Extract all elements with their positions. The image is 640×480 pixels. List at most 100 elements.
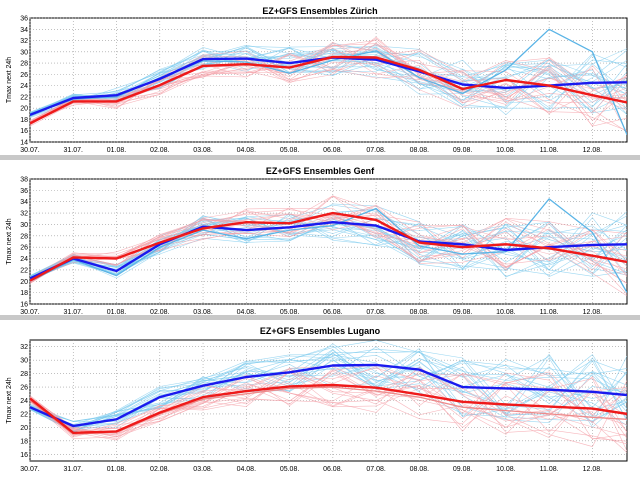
ensemble-member-gfs-line bbox=[30, 356, 627, 430]
ensemble-member-gfs-line bbox=[30, 44, 627, 118]
x-tick-label: 10.08. bbox=[496, 147, 516, 154]
y-tick-label: 14 bbox=[20, 140, 28, 147]
main-run-line bbox=[30, 211, 627, 282]
ensemble-member-gfs-line bbox=[30, 214, 627, 277]
y-tick-label: 26 bbox=[20, 245, 28, 252]
y-tick-label: 36 bbox=[20, 16, 28, 23]
y-axis-label: Tmax next 24h bbox=[6, 57, 13, 103]
x-tick-label: 09.08. bbox=[453, 466, 473, 473]
ensemble-member-gfs-line bbox=[30, 216, 627, 279]
x-tick-label: 02.08. bbox=[150, 309, 170, 316]
x-tick-label: 12.08. bbox=[583, 147, 603, 154]
y-tick-label: 20 bbox=[20, 279, 28, 286]
x-tick-label: 04.08. bbox=[237, 309, 257, 316]
y-tick-label: 24 bbox=[20, 83, 28, 90]
ensemble-member-gfs-line bbox=[30, 346, 627, 425]
plot-area bbox=[29, 17, 628, 143]
y-tick-label: 22 bbox=[20, 411, 28, 418]
series-group bbox=[30, 195, 627, 297]
x-tick-label: 04.08. bbox=[237, 466, 257, 473]
y-tick-label: 26 bbox=[20, 385, 28, 392]
y-tick-label: 22 bbox=[20, 267, 28, 274]
x-tick-label: 30.07. bbox=[20, 147, 40, 154]
chart-title: EZ+GFS Ensembles Zürich bbox=[262, 6, 377, 16]
y-tick-label: 34 bbox=[20, 199, 28, 206]
x-tick-label: 05.08. bbox=[280, 466, 300, 473]
y-tick-label: 18 bbox=[20, 438, 28, 445]
x-tick-label: 03.08. bbox=[193, 309, 213, 316]
x-tick-label: 08.08. bbox=[410, 147, 430, 154]
plot-area bbox=[29, 178, 628, 305]
ensemble-member-ez-line bbox=[30, 195, 627, 283]
y-tick-label: 28 bbox=[20, 371, 28, 378]
x-tick-label: 10.08. bbox=[496, 466, 516, 473]
x-tick-label: 02.08. bbox=[150, 466, 170, 473]
main-run-line bbox=[30, 55, 627, 125]
y-tick-label: 32 bbox=[20, 211, 28, 218]
x-tick-label: 04.08. bbox=[237, 147, 257, 154]
y-tick-label: 16 bbox=[20, 302, 28, 309]
y-tick-label: 34 bbox=[20, 27, 28, 34]
ensemble-member-ez-line bbox=[30, 38, 627, 126]
series-group bbox=[30, 340, 627, 453]
y-axis-label: Tmax next 24h bbox=[6, 218, 13, 264]
y-tick-label: 32 bbox=[20, 344, 28, 351]
y-tick-label: 30 bbox=[20, 222, 28, 229]
x-tick-label: 11.08. bbox=[540, 309, 559, 316]
y-tick-label: 28 bbox=[20, 233, 28, 240]
ensemble-member-gfs-line bbox=[30, 350, 627, 427]
y-tick-label: 38 bbox=[20, 177, 28, 184]
main-run-line bbox=[30, 383, 627, 434]
series-group bbox=[30, 28, 627, 135]
ensemble-member-ez-line bbox=[30, 371, 627, 452]
x-tick-label: 01.08. bbox=[107, 147, 127, 154]
x-tick-label: 12.08. bbox=[583, 466, 603, 473]
x-tick-label: 07.08. bbox=[366, 309, 386, 316]
ensemble-member-gfs-line bbox=[30, 340, 627, 432]
ensemble-member-gfs-line bbox=[30, 355, 627, 433]
x-tick-label: 08.08. bbox=[410, 309, 430, 316]
ensemble-member-ez-line bbox=[30, 48, 627, 133]
y-tick-label: 16 bbox=[20, 452, 28, 459]
x-tick-label: 07.08. bbox=[366, 147, 386, 154]
x-tick-label: 06.08. bbox=[323, 147, 343, 154]
ensemble-member-ez-line bbox=[30, 47, 627, 124]
y-axis-label: Tmax next 24h bbox=[6, 377, 13, 423]
ensemble-member-ez-line bbox=[30, 42, 627, 131]
y-tick-label: 18 bbox=[20, 290, 28, 297]
chart-title: EZ+GFS Ensembles Lugano bbox=[260, 326, 381, 336]
chart-panel: EZ+GFS Ensembles Zürich 14 16 18 20 22 24 26 28 3… bbox=[6, 6, 628, 154]
ensemble-member-ez-line bbox=[30, 375, 627, 439]
ensemble-member-ez-line bbox=[30, 364, 627, 453]
ensemble-member-ez-line bbox=[30, 216, 627, 284]
chart-panel: EZ+GFS Ensembles Genf 16 18 20 22 24 26 28 30 32 3… bbox=[6, 166, 628, 316]
ensemble-member-ez-line bbox=[30, 367, 627, 436]
x-tick-label: 03.08. bbox=[193, 147, 213, 154]
ensemble-member-gfs-line bbox=[30, 348, 627, 433]
x-tick-label: 31.07. bbox=[64, 309, 84, 316]
ensemble-member-gfs-line bbox=[30, 46, 627, 118]
chart-title: EZ+GFS Ensembles Genf bbox=[266, 166, 375, 176]
x-tick-label: 01.08. bbox=[107, 466, 127, 473]
x-tick-label: 09.08. bbox=[453, 147, 473, 154]
x-tick-label: 08.08. bbox=[410, 466, 430, 473]
ensemble-member-gfs-line bbox=[30, 54, 627, 117]
x-tick-label: 01.08. bbox=[107, 309, 127, 316]
x-tick-label: 02.08. bbox=[150, 147, 170, 154]
y-tick-label: 36 bbox=[20, 188, 28, 195]
panel-separator bbox=[0, 155, 640, 160]
x-tick-label: 31.07. bbox=[64, 147, 84, 154]
highlight-member-line bbox=[30, 198, 627, 293]
x-tick-label: 05.08. bbox=[280, 147, 300, 154]
ensemble-member-ez-line bbox=[30, 381, 627, 433]
y-tick-label: 18 bbox=[20, 117, 28, 124]
y-tick-label: 24 bbox=[20, 398, 28, 405]
y-tick-label: 16 bbox=[20, 128, 28, 135]
x-tick-label: 12.08. bbox=[583, 309, 603, 316]
x-tick-label: 11.08. bbox=[540, 147, 559, 154]
y-tick-label: 20 bbox=[20, 106, 28, 113]
chart-panel: EZ+GFS Ensembles Lugano 16 18 20 22 24 26 28 30 3… bbox=[6, 326, 628, 473]
ensemble-member-ez-line bbox=[30, 365, 627, 440]
x-tick-label: 30.07. bbox=[20, 309, 40, 316]
